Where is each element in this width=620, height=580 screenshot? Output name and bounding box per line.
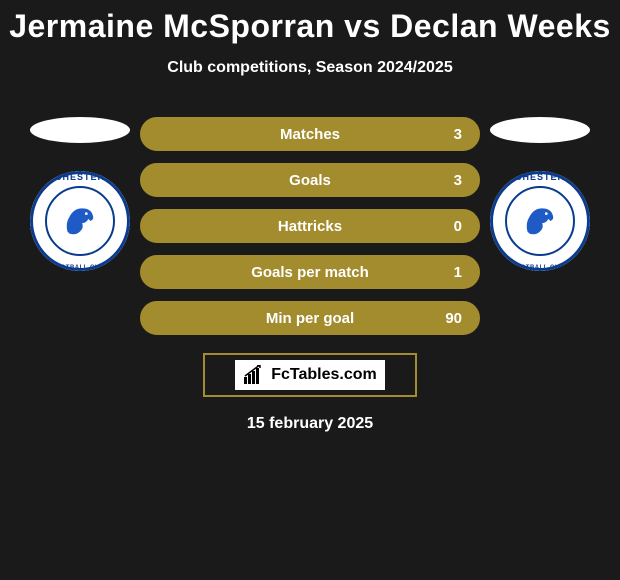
stat-row: Goals3 [140, 163, 480, 197]
stat-value-right: 90 [434, 310, 462, 327]
club-crest-right: CHESTER FOOTBALL CLUB [490, 171, 590, 271]
page-title: Jermaine McSporran vs Declan Weeks [9, 8, 611, 45]
flag-right [490, 117, 590, 143]
stat-value-right: 3 [434, 172, 462, 189]
subtitle: Club competitions, Season 2024/2025 [167, 59, 452, 77]
stat-value-right: 3 [434, 126, 462, 143]
stat-label: Hattricks [186, 218, 434, 235]
flag-left [30, 117, 130, 143]
crest-bottom-text: FOOTBALL CLUB [490, 265, 590, 271]
stats-column: Matches3Goals3Hattricks0Goals per match1… [140, 117, 480, 335]
stat-row: Matches3 [140, 117, 480, 151]
crest-bottom-text: FOOTBALL CLUB [30, 265, 130, 271]
chart-icon [243, 365, 267, 385]
crest-top-text: CHESTER [490, 172, 590, 182]
stat-value-right: 1 [434, 264, 462, 281]
player-right-col: CHESTER FOOTBALL CLUB [480, 117, 600, 271]
player-left-col: CHESTER FOOTBALL CLUB [20, 117, 140, 271]
branding-text: FcTables.com [271, 364, 377, 386]
club-crest-left: CHESTER FOOTBALL CLUB [30, 171, 130, 271]
stat-row: Min per goal90 [140, 301, 480, 335]
stat-label: Matches [186, 126, 434, 143]
lion-icon [59, 200, 101, 242]
lion-icon [519, 200, 561, 242]
stat-value-right: 0 [434, 218, 462, 235]
date-text: 15 february 2025 [247, 415, 373, 433]
branding-box: FcTables.com [203, 353, 417, 397]
stat-row: Hattricks0 [140, 209, 480, 243]
comparison-row: CHESTER FOOTBALL CLUB Matches3Goals3Hatt… [0, 117, 620, 335]
stat-label: Min per goal [186, 310, 434, 327]
crest-top-text: CHESTER [30, 172, 130, 182]
stat-label: Goals [186, 172, 434, 189]
stat-row: Goals per match1 [140, 255, 480, 289]
stat-label: Goals per match [186, 264, 434, 281]
